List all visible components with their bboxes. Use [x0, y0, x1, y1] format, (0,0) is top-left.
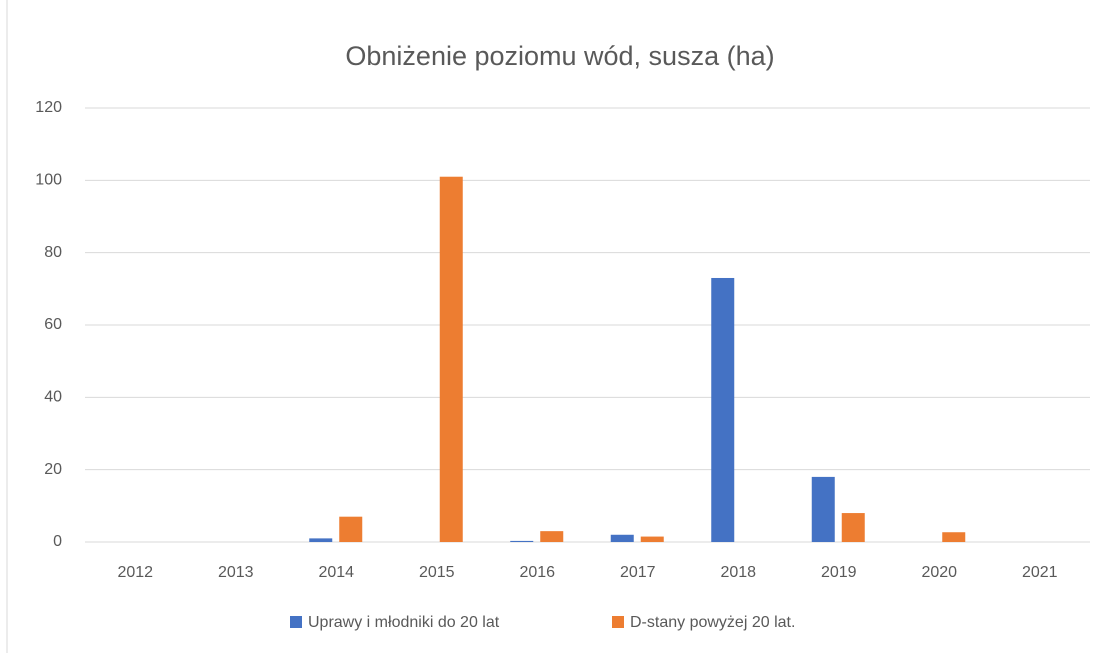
- x-tick-label: 2018: [720, 564, 756, 581]
- bar: [640, 536, 664, 542]
- chart-title: Obniżenie poziomu wód, susza (ha): [345, 41, 774, 71]
- legend-label: D-stany powyżej 20 lat.: [630, 614, 795, 631]
- bar: [339, 516, 363, 542]
- bar: [439, 176, 463, 542]
- legend-label: Uprawy i młodniki do 20 lat: [308, 614, 500, 631]
- x-tick-label: 2015: [419, 564, 455, 581]
- x-tick-label: 2020: [921, 564, 957, 581]
- bar: [510, 540, 534, 542]
- x-tick-label: 2013: [218, 564, 254, 581]
- chart-frame: [6, 0, 1104, 653]
- legend-swatch: [612, 616, 624, 628]
- bar: [540, 531, 564, 542]
- x-tick-label: 2021: [1022, 564, 1058, 581]
- y-tick-label: 40: [44, 389, 62, 406]
- x-tick-label: 2017: [620, 564, 656, 581]
- y-tick-label: 0: [53, 533, 62, 550]
- y-tick-label: 80: [44, 244, 62, 261]
- bar: [942, 532, 966, 542]
- bar: [811, 476, 835, 542]
- y-tick-label: 120: [35, 99, 62, 116]
- legend-swatch: [290, 616, 302, 628]
- bar: [711, 277, 735, 542]
- x-tick-label: 2012: [117, 564, 153, 581]
- y-tick-label: 20: [44, 461, 62, 478]
- x-tick-label: 2014: [318, 564, 354, 581]
- bar: [841, 513, 865, 542]
- x-tick-label: 2016: [519, 564, 555, 581]
- bar: [309, 538, 333, 542]
- bar: [610, 534, 634, 542]
- y-tick-label: 100: [35, 172, 62, 189]
- y-tick-label: 60: [44, 316, 62, 333]
- x-tick-label: 2019: [821, 564, 857, 581]
